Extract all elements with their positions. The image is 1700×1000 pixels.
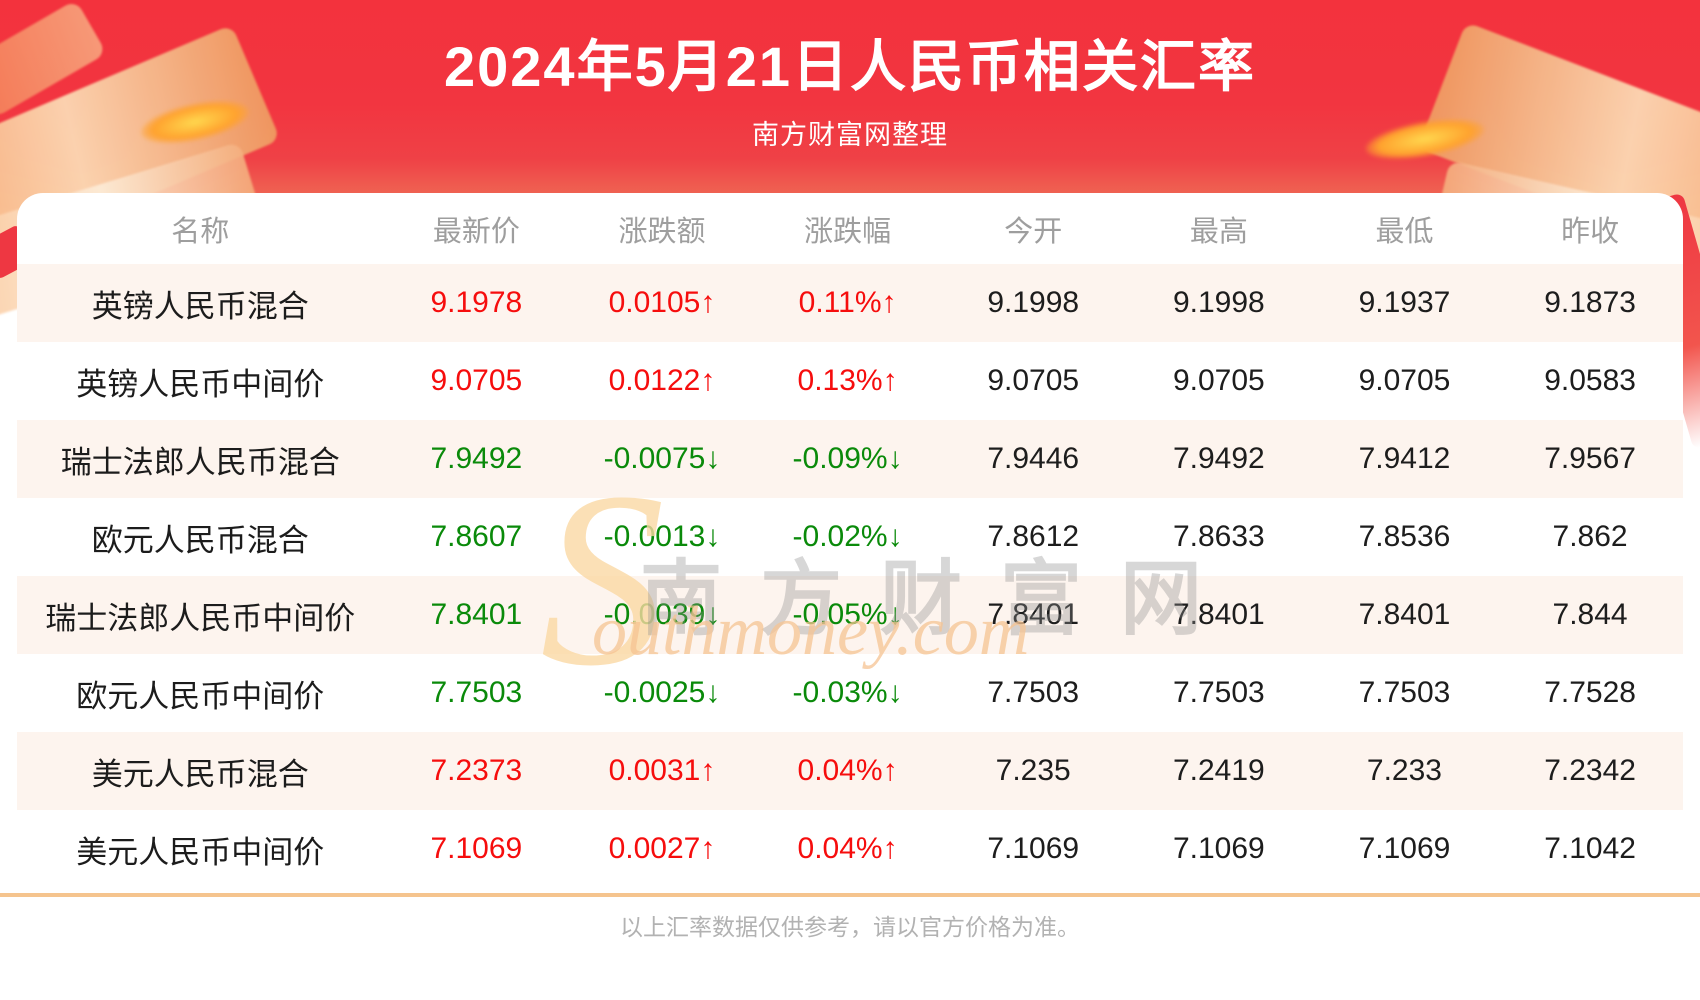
page-subtitle: 南方财富网整理 [752, 120, 948, 150]
cell-low: 7.233 [1366, 754, 1442, 787]
cell-name: 英镑人民币混合 [91, 288, 309, 324]
cell-prev: 7.9567 [1544, 442, 1636, 475]
cell-open: 7.9446 [987, 442, 1080, 475]
table-row: 欧元人民币中间价 7.7503 -0.0025↓ -0.03%↓ 7.7503 … [17, 654, 1683, 732]
cell-latest: 9.0705 [430, 364, 523, 397]
cell-prev: 7.7528 [1544, 676, 1636, 709]
cell-change: 0.0105↑ [608, 286, 716, 319]
cell-name: 美元人民币混合 [91, 756, 309, 792]
cell-latest: 9.1978 [430, 286, 523, 319]
cell-high: 9.1998 [1172, 286, 1265, 319]
cell-low: 7.7503 [1358, 676, 1451, 709]
cell-change: -0.0075↓ [603, 442, 721, 475]
cell-low: 9.1937 [1358, 286, 1451, 319]
cell-change: -0.0013↓ [603, 520, 721, 553]
cell-latest: 7.7503 [430, 676, 523, 709]
cell-latest: 7.1069 [430, 832, 523, 865]
cell-low: 7.8536 [1358, 520, 1451, 553]
cell-latest: 7.2373 [430, 754, 523, 787]
cell-name: 美元人民币中间价 [76, 834, 325, 870]
cell-open: 9.1998 [987, 286, 1080, 319]
page-title: 2024年5月21日人民币相关汇率 [443, 35, 1256, 98]
cell-change: 0.0122↑ [608, 364, 716, 397]
column-header-pct: 涨跌幅 [804, 215, 892, 248]
table-row: 美元人民币混合 7.2373 0.0031↑ 0.04%↑ 7.235 7.24… [17, 732, 1683, 810]
cell-open: 7.1069 [987, 832, 1080, 865]
table-row: 英镑人民币混合 9.1978 0.0105↑ 0.11%↑ 9.1998 9.1… [17, 264, 1683, 342]
table-row: 欧元人民币混合 7.8607 -0.0013↓ -0.02%↓ 7.8612 7… [17, 498, 1683, 576]
column-header-latest: 最新价 [432, 215, 520, 248]
cell-low: 7.9412 [1358, 442, 1451, 475]
cell-high: 9.0705 [1172, 364, 1265, 397]
cell-high: 7.1069 [1172, 832, 1265, 865]
table-row: 瑞士法郎人民币中间价 7.8401 -0.0039↓ -0.05%↓ 7.840… [17, 576, 1683, 654]
cell-pct: -0.05%↓ [792, 598, 903, 631]
table-body: 英镑人民币混合 9.1978 0.0105↑ 0.11%↑ 9.1998 9.1… [17, 264, 1683, 888]
cell-open: 7.235 [995, 754, 1071, 787]
cell-high: 7.8401 [1172, 598, 1265, 631]
table-header-row: 名称 最新价 涨跌额 涨跌幅 今开 最高 最低 昨收 [17, 193, 1683, 264]
cell-open: 9.0705 [987, 364, 1080, 397]
cell-change: -0.0025↓ [603, 676, 721, 709]
cell-prev: 9.1873 [1544, 286, 1636, 319]
cell-name: 欧元人民币中间价 [76, 678, 325, 714]
cell-change: 0.0031↑ [608, 754, 716, 787]
footer-divider [0, 893, 1700, 897]
column-header-prev: 昨收 [1561, 215, 1620, 248]
cell-pct: 0.04%↑ [797, 754, 898, 787]
cell-prev: 7.2342 [1544, 754, 1636, 787]
cell-name: 欧元人民币混合 [91, 522, 309, 558]
cell-prev: 7.862 [1552, 520, 1628, 553]
cell-open: 7.7503 [987, 676, 1080, 709]
cell-high: 7.8633 [1172, 520, 1265, 553]
cell-high: 7.7503 [1172, 676, 1265, 709]
cell-name: 英镑人民币中间价 [76, 366, 325, 402]
cell-latest: 7.8607 [430, 520, 523, 553]
cell-low: 7.1069 [1358, 832, 1451, 865]
column-header-open: 今开 [1004, 215, 1063, 248]
cell-low: 9.0705 [1358, 364, 1451, 397]
cell-change: -0.0039↓ [603, 598, 721, 631]
table-row: 英镑人民币中间价 9.0705 0.0122↑ 0.13%↑ 9.0705 9.… [17, 342, 1683, 420]
cell-high: 7.9492 [1172, 442, 1265, 475]
table-row: 瑞士法郎人民币混合 7.9492 -0.0075↓ -0.09%↓ 7.9446… [17, 420, 1683, 498]
cell-name: 瑞士法郎人民币中间价 [45, 600, 356, 636]
rates-table: 名称 最新价 涨跌额 涨跌幅 今开 最高 最低 昨收 英镑人民币混合 9.197… [17, 193, 1683, 888]
cell-pct: -0.02%↓ [792, 520, 903, 553]
table-row: 美元人民币中间价 7.1069 0.0027↑ 0.04%↑ 7.1069 7.… [17, 810, 1683, 888]
disclaimer-text: 以上汇率数据仅供参考，请以官方价格为准。 [620, 914, 1080, 940]
column-header-high: 最高 [1189, 215, 1248, 248]
cell-pct: -0.03%↓ [792, 676, 903, 709]
column-header-low: 最低 [1375, 215, 1434, 248]
column-header-change: 涨跌额 [618, 215, 706, 248]
cell-prev: 9.0583 [1544, 364, 1636, 397]
cell-pct: 0.11%↑ [798, 286, 897, 319]
cell-open: 7.8612 [987, 520, 1080, 553]
cell-latest: 7.9492 [430, 442, 523, 475]
cell-pct: 0.13%↑ [797, 364, 898, 397]
cell-pct: 0.04%↑ [797, 832, 898, 865]
cell-low: 7.8401 [1358, 598, 1451, 631]
cell-open: 7.8401 [987, 598, 1080, 631]
cell-change: 0.0027↑ [608, 832, 716, 865]
cell-high: 7.2419 [1172, 754, 1265, 787]
cell-latest: 7.8401 [430, 598, 523, 631]
cell-name: 瑞士法郎人民币混合 [60, 444, 340, 480]
column-header-name: 名称 [171, 215, 230, 248]
cell-prev: 7.844 [1552, 598, 1628, 631]
cell-prev: 7.1042 [1544, 832, 1636, 865]
cell-pct: -0.09%↓ [792, 442, 903, 475]
